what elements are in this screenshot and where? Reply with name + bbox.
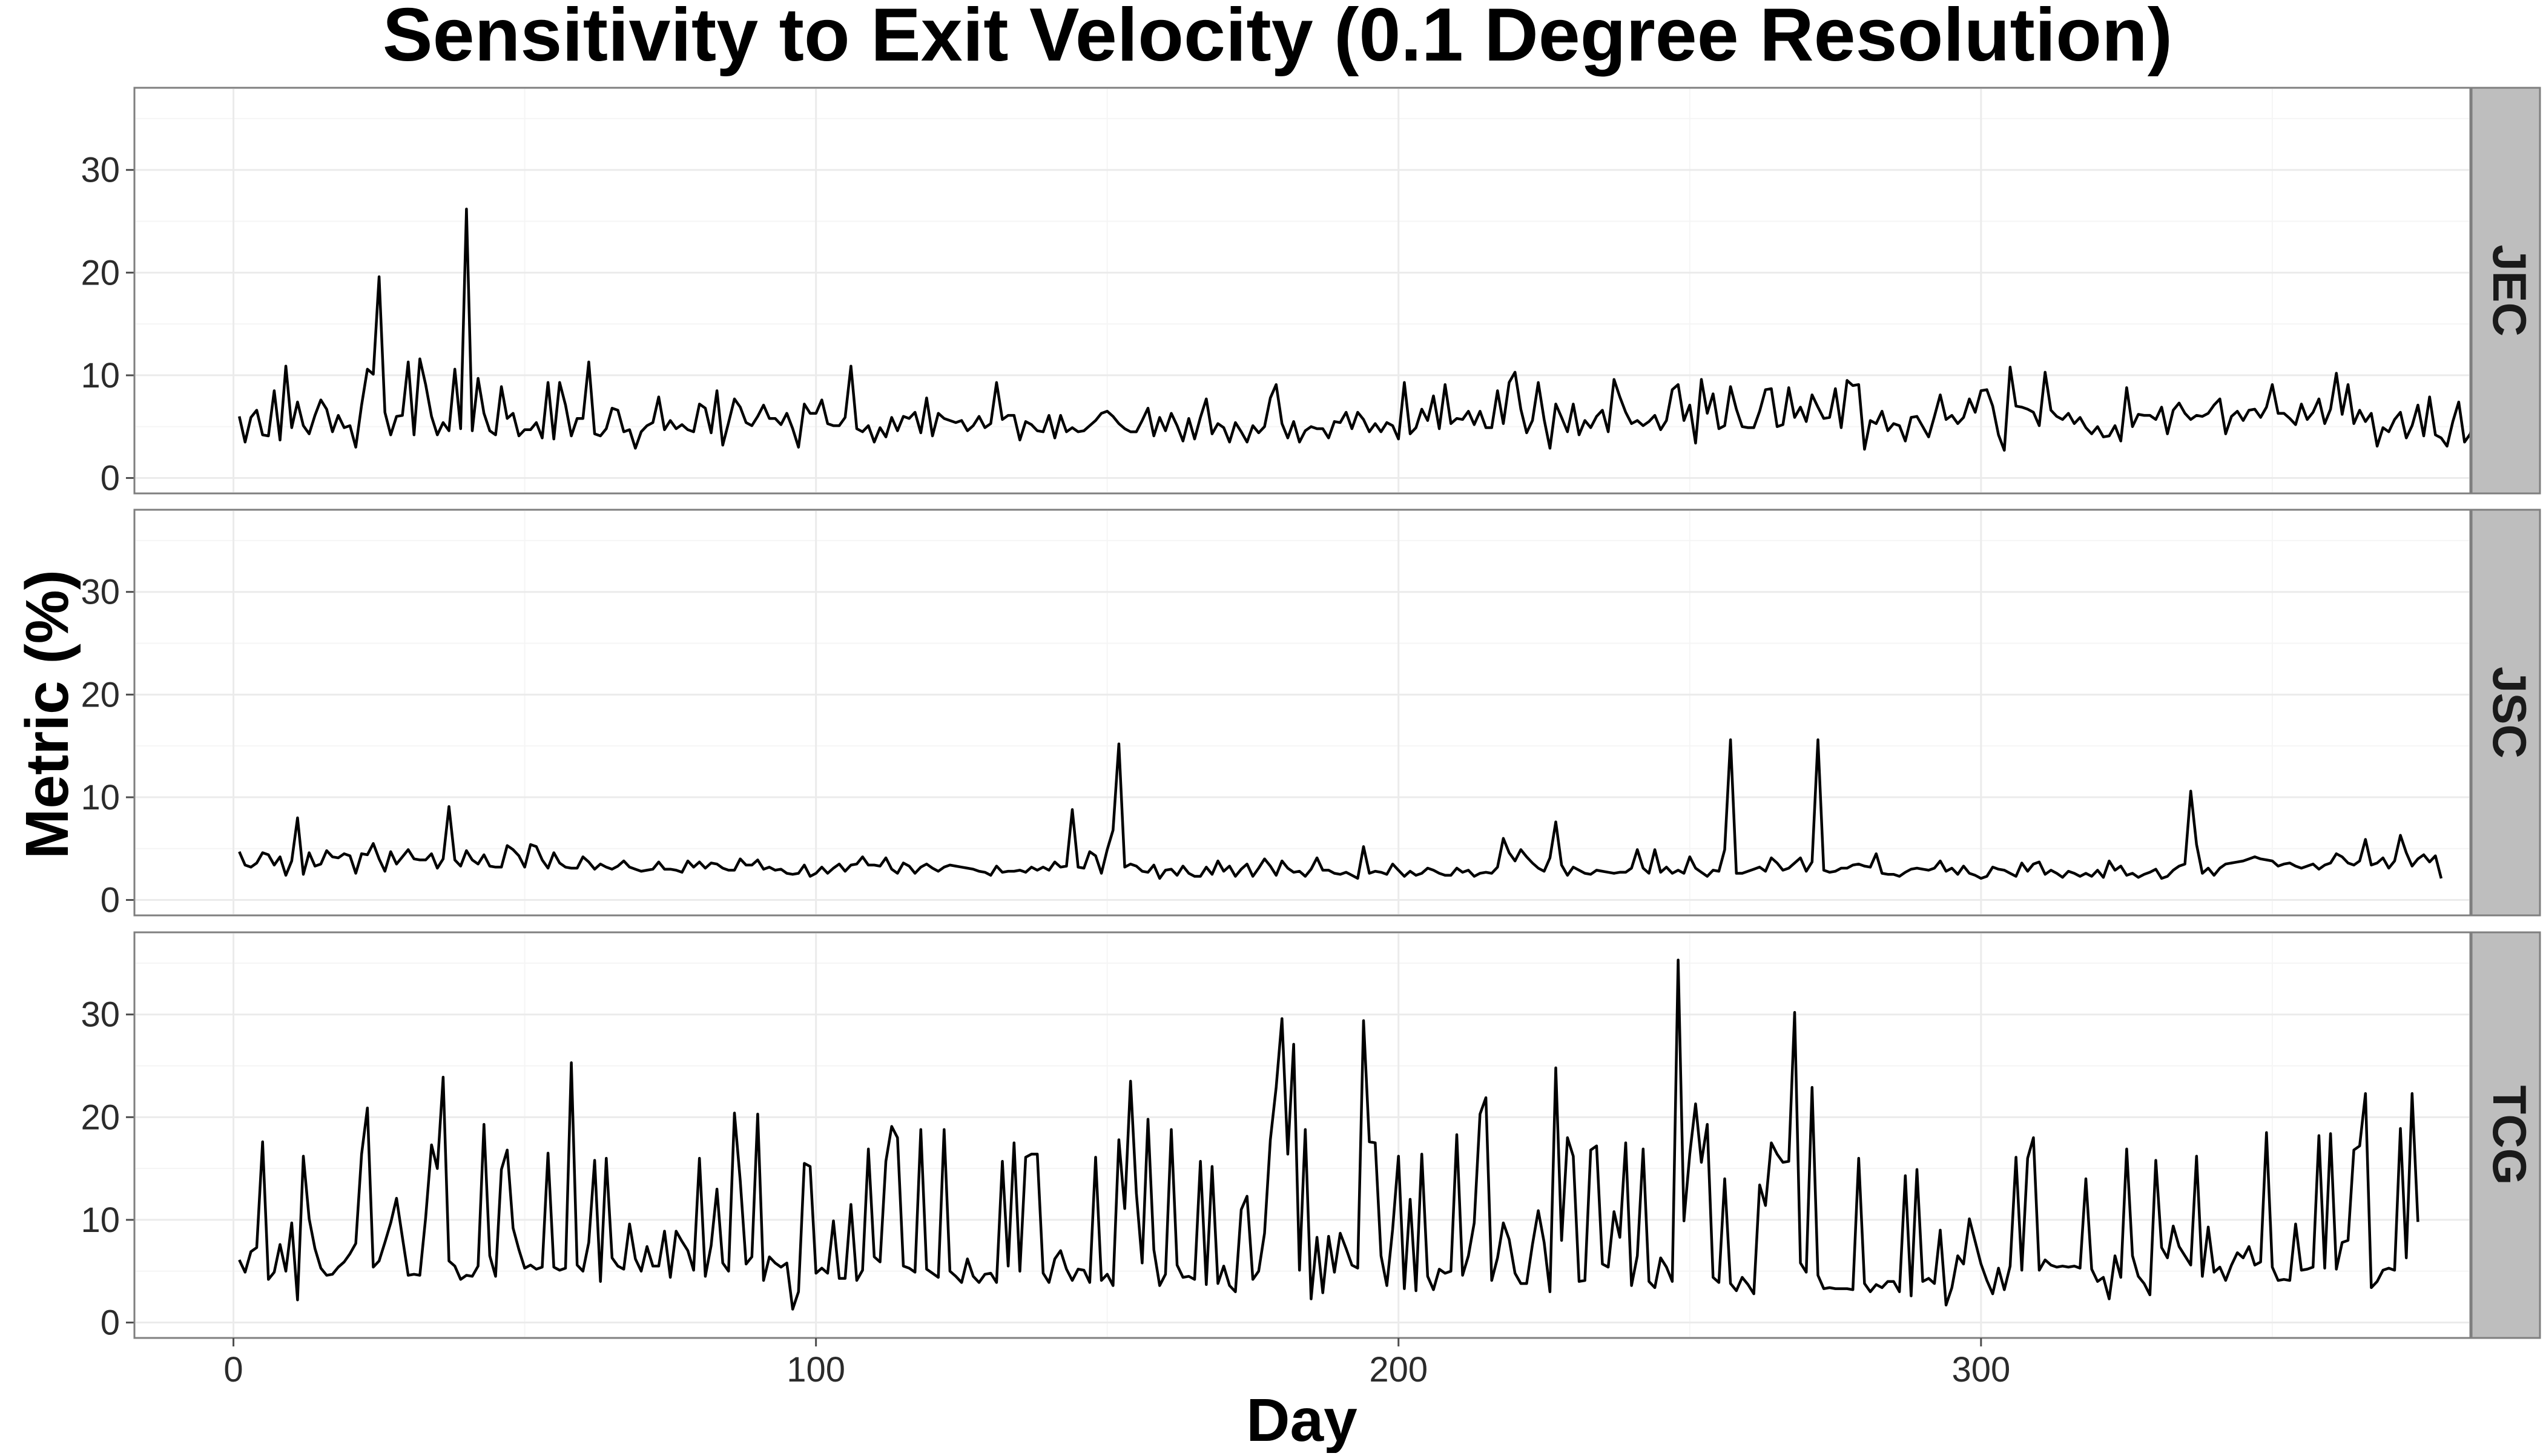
facet-strip <box>2470 931 2541 1339</box>
x-tick-label: 0 <box>223 1350 243 1389</box>
y-tick-label: 30 <box>81 995 120 1035</box>
x-tick-label: 100 <box>787 1350 845 1389</box>
panel-border <box>133 87 2472 495</box>
x-axis-title: Day <box>1246 1386 1357 1453</box>
facet-strip <box>2470 87 2541 495</box>
chart-title: Sensitivity to Exit Velocity (0.1 Degree… <box>383 0 2172 77</box>
y-tick-label: 0 <box>101 881 120 920</box>
x-axis: 0 100 200 300 <box>223 1338 2010 1389</box>
facet-strip-label: JSC <box>2483 667 2536 759</box>
y-tick-label: 20 <box>81 1098 120 1137</box>
y-tick-label: 10 <box>81 356 120 395</box>
facet-panel-tcg: 0 10 20 30 TCG <box>81 931 2541 1343</box>
facet-panels: 0 10 20 30 JEC 0 10 20 30 JSC 0 10 20 30 TCG <box>81 87 2541 1343</box>
y-tick-label: 20 <box>81 253 120 292</box>
panel-border <box>133 509 2472 917</box>
facet-strip-label: JEC <box>2483 245 2536 337</box>
facet-panel-jsc: 0 10 20 30 JSC <box>81 509 2541 920</box>
series-line-tcg <box>238 958 2419 1311</box>
y-tick-label: 10 <box>81 778 120 817</box>
panel-background <box>133 87 2472 495</box>
x-tick-label: 200 <box>1369 1350 1428 1389</box>
x-tick-label: 300 <box>1951 1350 2010 1389</box>
series-line-jsc <box>238 738 2443 880</box>
panel-background <box>133 931 2472 1339</box>
facet-panel-jec: 0 10 20 30 JEC <box>81 87 2541 498</box>
series-line-jec <box>238 207 2513 452</box>
y-tick-label: 10 <box>81 1201 120 1240</box>
y-tick-label: 0 <box>101 459 120 498</box>
y-tick-label: 30 <box>81 573 120 612</box>
facet-strip-label: TCG <box>2483 1085 2536 1185</box>
facet-strip <box>2470 509 2541 917</box>
y-tick-label: 20 <box>81 675 120 714</box>
panel-background <box>133 509 2472 917</box>
y-axis-title: Metric (%) <box>13 570 81 859</box>
panel-border <box>133 931 2472 1339</box>
y-tick-label: 0 <box>101 1303 120 1343</box>
y-tick-label: 30 <box>81 151 120 190</box>
